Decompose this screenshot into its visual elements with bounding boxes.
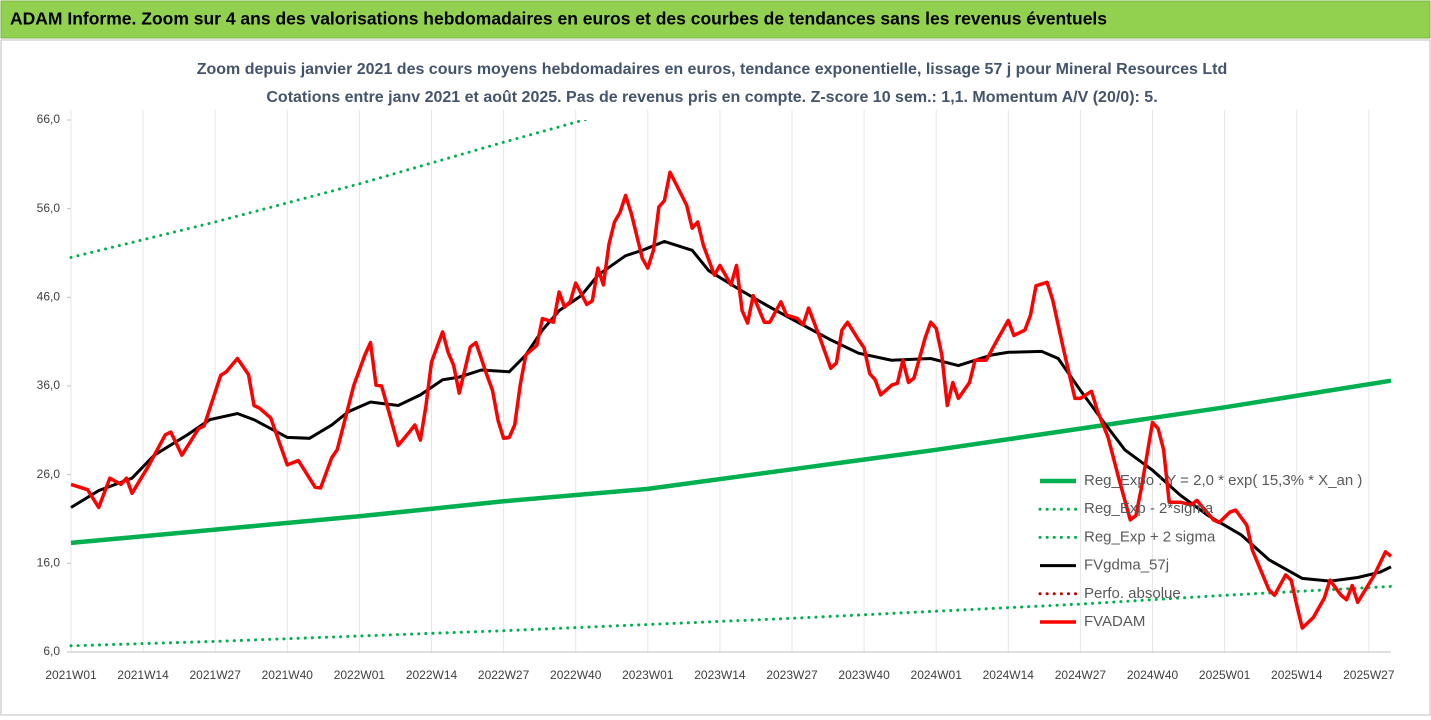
subtitle: Cotations entre janv 2021 et août 2025. …: [266, 89, 1157, 106]
y-tick-label: 36,0: [37, 378, 61, 392]
x-tick-label: 2022W40: [550, 668, 602, 682]
x-tick-label: 2022W01: [334, 668, 386, 682]
series-line: [70, 239, 1392, 583]
x-tick-label: 2023W27: [766, 668, 818, 682]
chart-title: ADAM Informe. Zoom sur 4 ans des valoris…: [10, 9, 1107, 29]
plot: [69, 120, 1393, 648]
y-tick-label: 26,0: [37, 467, 61, 481]
x-tick-label: 2021W14: [117, 668, 169, 682]
legend-label: Perfo. absolue: [1084, 585, 1181, 602]
series-line: [70, 378, 1392, 546]
legend: Reg_Expo : Y = 2,0 * exp( 15,3% * X_an )…: [1038, 472, 1362, 630]
x-tick-label: 2021W27: [190, 668, 242, 682]
x-tick-label: 2022W14: [406, 668, 458, 682]
legend-label: Reg_Exp + 2 sigma: [1084, 528, 1216, 545]
series-line: [69, 120, 590, 259]
x-tick-label: 2024W27: [1055, 668, 1107, 682]
subtitle: Zoom depuis janvier 2021 des cours moyen…: [197, 61, 1228, 78]
x-tick-label: 2024W14: [983, 668, 1035, 682]
x-tick-label: 2024W01: [911, 668, 963, 682]
x-tick-label: 2023W01: [622, 668, 674, 682]
y-tick-label: 16,0: [37, 556, 61, 570]
y-tick-label: 6,0: [43, 644, 60, 658]
y-tick-label: 46,0: [37, 290, 61, 304]
x-tick-label: 2024W40: [1127, 668, 1179, 682]
x-tick-label: 2022W27: [478, 668, 530, 682]
series-line: [70, 170, 1393, 630]
x-tick-label: 2025W27: [1343, 668, 1395, 682]
header-bar: [0, 0, 1431, 39]
legend-label: FVgdma_57j: [1084, 557, 1169, 574]
chart-border: [0, 39, 1431, 716]
legend-label: Reg_Exp - 2*sigma: [1084, 500, 1214, 517]
legend-label: FVADAM: [1084, 613, 1145, 630]
x-tick-label: 2021W01: [45, 668, 97, 682]
x-tick-label: 2025W01: [1199, 668, 1251, 682]
x-tick-label: 2025W14: [1271, 668, 1323, 682]
y-tick-label: 66,0: [37, 112, 61, 126]
y-tick-label: 56,0: [37, 201, 61, 215]
x-tick-label: 2023W40: [838, 668, 890, 682]
legend-label: Reg_Expo : Y = 2,0 * exp( 15,3% * X_an ): [1084, 472, 1362, 489]
x-tick-label: 2023W14: [694, 668, 746, 682]
grid: [67, 110, 1391, 653]
x-tick-label: 2021W40: [262, 668, 314, 682]
